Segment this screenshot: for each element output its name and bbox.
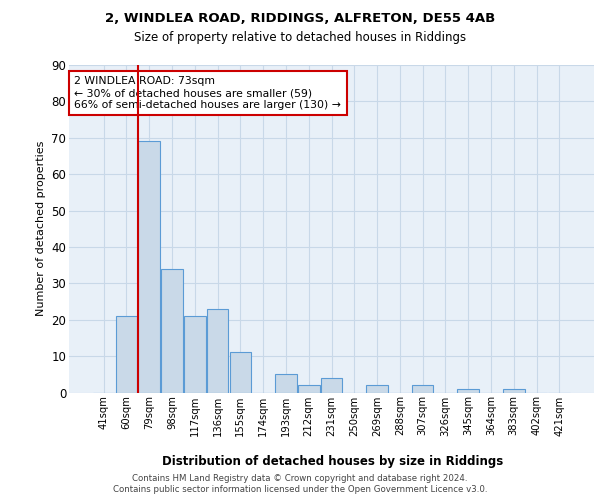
Bar [275,374,297,392]
Bar [298,385,320,392]
Bar [503,389,524,392]
Text: 2 WINDLEA ROAD: 73sqm
← 30% of detached houses are smaller (59)
66% of semi-deta: 2 WINDLEA ROAD: 73sqm ← 30% of detached … [74,76,341,110]
Text: Distribution of detached houses by size in Riddings: Distribution of detached houses by size … [163,455,503,468]
Text: 2, WINDLEA ROAD, RIDDINGS, ALFRETON, DE55 4AB: 2, WINDLEA ROAD, RIDDINGS, ALFRETON, DE5… [105,12,495,26]
Bar [366,385,388,392]
Bar [184,316,206,392]
Text: Size of property relative to detached houses in Riddings: Size of property relative to detached ho… [134,31,466,44]
Bar [230,352,251,393]
Bar [116,316,137,392]
Text: Contains HM Land Registry data © Crown copyright and database right 2024.
Contai: Contains HM Land Registry data © Crown c… [113,474,487,494]
Bar [139,142,160,392]
Bar [412,385,433,392]
Bar [457,389,479,392]
Y-axis label: Number of detached properties: Number of detached properties [36,141,46,316]
Bar [161,269,183,392]
Bar [207,309,229,392]
Bar [320,378,343,392]
